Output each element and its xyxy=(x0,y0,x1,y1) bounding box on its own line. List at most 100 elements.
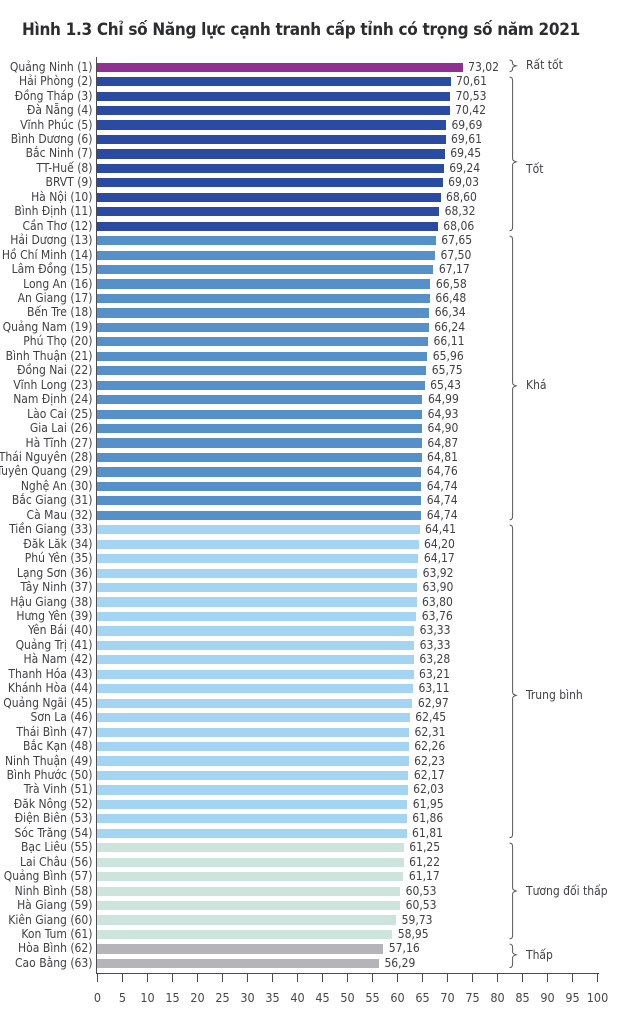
bar xyxy=(97,481,422,491)
province-label: Phú Thọ (20) xyxy=(0,334,92,349)
province-label: Quảng Ngãi (45) xyxy=(0,696,92,711)
bar xyxy=(97,91,451,101)
bar-value: 56,29 xyxy=(384,955,416,970)
province-label: Nam Định (24) xyxy=(0,392,93,407)
province-label: Bình Phước (50) xyxy=(0,768,93,783)
province-label: Cao Bằng (63) xyxy=(0,956,93,971)
y-axis-line xyxy=(96,57,97,974)
bar-value: 63,28 xyxy=(419,652,451,667)
x-axis-tick-label: 40 xyxy=(290,990,305,1005)
bar xyxy=(97,337,429,347)
group-brace xyxy=(509,59,519,73)
province-label: Quảng Trị (41) xyxy=(0,638,93,653)
bar xyxy=(97,178,443,188)
bar xyxy=(97,423,422,434)
bar-value: 58,95 xyxy=(397,927,429,941)
bar-value: 64,74 xyxy=(426,493,458,508)
province-label: Vĩnh Long (23) xyxy=(0,378,92,393)
bar-value: 61,22 xyxy=(409,854,440,869)
province-label-text: Bắc Giang (31) xyxy=(11,493,93,508)
bar-value: 64,76 xyxy=(426,464,458,479)
bar xyxy=(97,785,408,795)
x-axis-tick xyxy=(472,974,473,982)
x-axis-tick-label: 55 xyxy=(365,990,380,1005)
bar-value: 64,74 xyxy=(426,507,458,522)
province-label-text: Yên Bái (40) xyxy=(27,623,93,638)
province-label-text: Sơn La (46) xyxy=(30,710,93,725)
province-label: Hòa Bình (62) xyxy=(0,941,93,956)
bar xyxy=(97,293,430,304)
bar-value: 64,74 xyxy=(426,478,458,493)
bar xyxy=(97,597,417,607)
bar-value: 69,24 xyxy=(449,160,481,175)
bar-value: 60,53 xyxy=(405,883,437,898)
x-axis-tick-label: 70 xyxy=(440,990,455,1005)
x-axis-tick xyxy=(497,974,498,982)
bar xyxy=(97,452,422,463)
province-label-text: BRVT (9) xyxy=(45,175,93,190)
bar xyxy=(97,192,441,202)
province-label: Bắc Giang (31) xyxy=(0,493,93,508)
province-label: An Giang (17) xyxy=(0,291,93,306)
chart-title: Hình 1.3 Chỉ số Năng lực cạnh tranh cấp … xyxy=(22,20,580,40)
province-label-text: Hà Tĩnh (27) xyxy=(25,435,93,450)
province-label-text: Hà Giang (59) xyxy=(17,898,93,913)
province-label: Lâm Đồng (15) xyxy=(0,262,93,277)
bar-value: 61,25 xyxy=(409,840,441,855)
x-axis-tick xyxy=(197,974,198,982)
province-label: Hà Nam (42) xyxy=(0,652,93,667)
province-label-text: Lào Cai (25) xyxy=(27,406,93,421)
bar xyxy=(97,799,408,809)
bar xyxy=(97,944,384,954)
province-label: Hà Tĩnh (27) xyxy=(0,435,93,451)
bar xyxy=(97,207,440,217)
bar-value: 61,81 xyxy=(412,825,443,840)
bar xyxy=(97,900,401,911)
bar-value: 69,45 xyxy=(450,146,482,161)
bar-value: 57,16 xyxy=(388,941,420,956)
x-axis-tick xyxy=(347,974,348,982)
bar-value: 63,92 xyxy=(422,565,454,580)
bar xyxy=(97,264,434,275)
x-axis-tick xyxy=(447,974,448,982)
x-axis-tick xyxy=(397,974,398,982)
bar-value: 63,90 xyxy=(422,580,454,595)
province-label: Nghệ An (30) xyxy=(0,479,93,494)
province-label: Quảng Nam (19) xyxy=(0,320,93,335)
province-label-text: Ninh Thuận (49) xyxy=(4,753,93,768)
x-axis-tick xyxy=(522,974,523,982)
bar-value: 62,03 xyxy=(413,782,445,797)
bar-value: 62,31 xyxy=(414,724,446,739)
province-label-text: Nghệ An (30) xyxy=(20,478,93,493)
x-axis-tick xyxy=(247,974,248,982)
province-label: BRVT (9) xyxy=(0,175,93,190)
province-label: Vĩnh Phúc (5) xyxy=(0,118,92,133)
province-label-text: Bình Phước (50) xyxy=(6,767,93,782)
bar xyxy=(97,236,436,246)
province-label-text: Hòa Bình (62) xyxy=(18,941,93,956)
province-label-text: Long An (16) xyxy=(23,276,93,291)
x-axis-tick-label: 5 xyxy=(118,990,127,1005)
province-label-text: TT-Huế (8) xyxy=(36,160,93,175)
x-axis-tick-label: 80 xyxy=(490,990,505,1005)
bar-value: 68,32 xyxy=(444,204,476,219)
bar-value: 66,34 xyxy=(434,305,466,320)
province-label-text: Thái Bình (47) xyxy=(16,724,93,739)
province-label-text: Nam Định (24) xyxy=(13,392,93,407)
bar-value: 63,33 xyxy=(419,623,451,638)
bar-value: 63,80 xyxy=(422,594,453,609)
province-label-text: An Giang (17) xyxy=(17,290,93,305)
bar xyxy=(97,163,444,173)
province-label: Lào Cai (25) xyxy=(0,406,93,422)
bar xyxy=(97,568,418,578)
province-label-text: Hà Nam (42) xyxy=(23,652,93,667)
bar-value: 62,97 xyxy=(417,695,449,710)
province-label: Quảng Bình (57) xyxy=(0,869,93,884)
x-axis-tick-label: 65 xyxy=(415,990,430,1005)
province-label-text: Kon Tum (61) xyxy=(21,927,93,941)
province-label: Tây Ninh (37) xyxy=(0,580,93,595)
province-label: Đăk Lăk (34) xyxy=(0,537,92,552)
brace-path xyxy=(509,524,518,839)
province-label: Kon Tum (61) xyxy=(0,927,93,942)
